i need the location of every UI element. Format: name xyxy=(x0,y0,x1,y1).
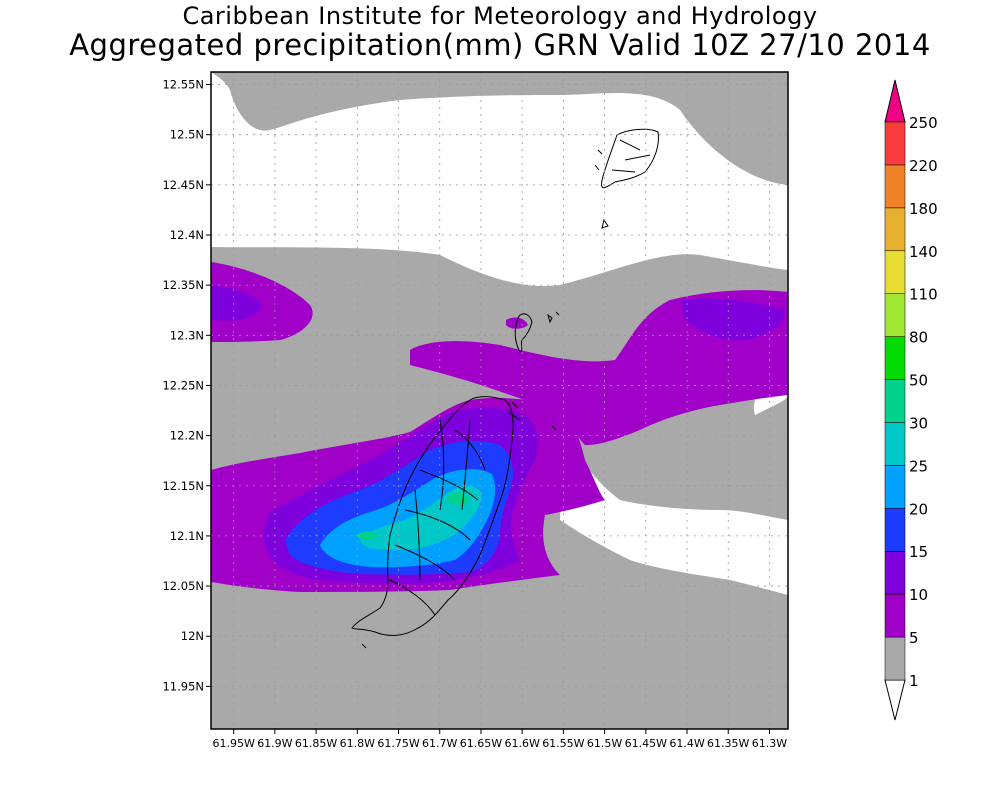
longitude-axis: 61.95W 61.9W 61.85W 61.8W 61.75W 61.7W 61.65W 6… xyxy=(212,729,787,750)
legend-swatch xyxy=(884,465,906,509)
precip-contour xyxy=(211,380,400,458)
lon-tick-label: 61.75W xyxy=(377,737,419,750)
legend-swatch xyxy=(884,250,906,294)
legend-swatch xyxy=(884,121,906,166)
legend-arrow-bottom xyxy=(884,679,906,721)
lat-tick-label: 12.3N xyxy=(170,328,204,342)
coastline-segment xyxy=(594,149,603,171)
lon-tick-label: 61.9W xyxy=(257,737,292,750)
lat-tick-label: 12.1N xyxy=(170,529,204,543)
legend-level-label: 20 xyxy=(909,500,928,518)
plot-frame xyxy=(210,71,789,730)
lon-tick-label: 61.65W xyxy=(460,737,502,750)
legend-swatch xyxy=(884,207,906,252)
lon-tick-label: 61.7W xyxy=(422,737,457,750)
coastline-segment xyxy=(601,128,659,189)
lon-tick-label: 61.55W xyxy=(542,737,584,750)
lon-tick-label: 61.8W xyxy=(340,737,375,750)
lat-tick-label: 12N xyxy=(181,629,204,643)
precip-contour xyxy=(565,97,607,113)
legend-level-label: 10 xyxy=(909,586,928,604)
precip-contour xyxy=(211,285,262,321)
legend-swatch xyxy=(884,508,906,552)
legend-level-label: 220 xyxy=(909,157,938,175)
legend-level-label: 180 xyxy=(909,200,938,218)
legend-level-label: 15 xyxy=(909,543,928,561)
lon-tick-label: 61.5W xyxy=(587,737,622,750)
precip-contour xyxy=(680,298,785,341)
level-30mm-area xyxy=(356,492,470,541)
legend-swatch xyxy=(884,336,906,380)
legend-level-label: 140 xyxy=(909,243,938,261)
coastline-segment xyxy=(389,419,486,616)
legend-level-label: 250 xyxy=(909,114,938,132)
legend-level-label: 1 xyxy=(909,672,919,690)
coastline-segment xyxy=(551,425,557,431)
legend-swatch xyxy=(884,164,906,209)
latitude-axis: 12.55N 12.5N 12.45N 12.4N 12.35N 12.3N 12.25N 1… xyxy=(162,78,211,693)
lat-tick-label: 12.15N xyxy=(162,479,204,493)
lat-tick-label: 12.05N xyxy=(162,579,204,593)
coastline-segment xyxy=(601,218,609,229)
legend-swatch xyxy=(884,593,906,638)
chart-subtitle: Aggregated precipitation(mm) GRN Valid 1… xyxy=(69,28,931,62)
legend-level-label: 30 xyxy=(909,414,928,432)
legend-swatch xyxy=(884,379,906,423)
legend-swatch xyxy=(884,293,906,337)
lon-tick-label: 61.95W xyxy=(212,737,254,750)
precip-contour xyxy=(410,290,788,445)
map-gridlines xyxy=(211,72,788,729)
lon-tick-label: 61.45W xyxy=(625,737,667,750)
lon-tick-label: 61.3W xyxy=(752,737,787,750)
lat-tick-label: 12.45N xyxy=(162,178,204,192)
coastline-segment xyxy=(611,139,651,173)
lon-tick-label: 61.6W xyxy=(504,737,539,750)
precip-contour xyxy=(211,262,313,342)
precip-contour xyxy=(446,492,470,506)
lat-tick-label: 12.55N xyxy=(162,78,204,92)
legend-arrow-top xyxy=(884,79,906,123)
legend-level-label: 50 xyxy=(909,372,928,390)
precipitation-fields xyxy=(211,72,788,729)
lat-tick-label: 12.5N xyxy=(170,128,204,142)
coastline-segment xyxy=(547,311,560,324)
lat-tick-label: 12.25N xyxy=(162,378,204,392)
legend-swatch xyxy=(884,422,906,466)
legend-level-label: 110 xyxy=(909,286,938,304)
lon-tick-label: 61.85W xyxy=(295,737,337,750)
coastline-segment xyxy=(504,399,521,421)
coastline-segment xyxy=(361,643,367,649)
legend-swatch xyxy=(884,636,906,681)
legend-level-label: 5 xyxy=(909,629,919,647)
coastline-segment xyxy=(514,313,533,353)
lon-tick-label: 61.4W xyxy=(669,737,704,750)
chart-title: Caribbean Institute for Meteorology and … xyxy=(182,2,818,30)
grenada-coastline xyxy=(351,128,659,649)
lat-tick-label: 12.4N xyxy=(170,228,204,242)
legend-swatch xyxy=(884,550,906,595)
coastline-segment xyxy=(351,396,514,636)
lon-tick-label: 61.35W xyxy=(707,737,749,750)
legend-level-label: 80 xyxy=(909,329,928,347)
legend-level-label: 25 xyxy=(909,457,928,475)
precip-contour xyxy=(211,72,788,185)
lat-tick-label: 12.2N xyxy=(170,429,204,443)
lat-tick-label: 11.95N xyxy=(162,679,204,693)
lat-tick-label: 12.35N xyxy=(162,278,204,292)
